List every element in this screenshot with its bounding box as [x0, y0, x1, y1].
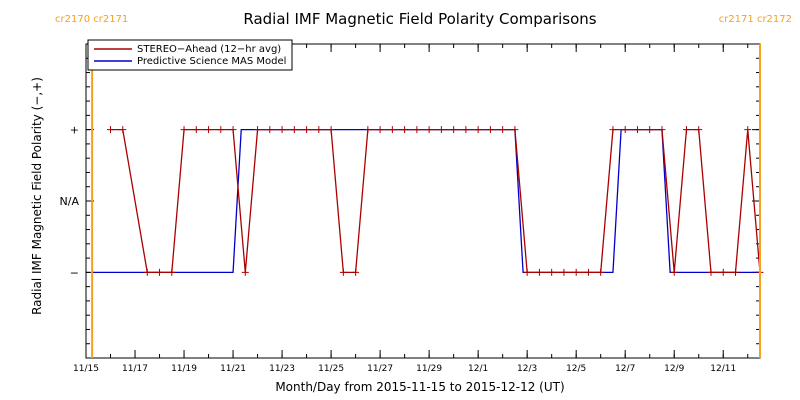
data-point-stereo — [119, 126, 127, 134]
x-tick-label: 11/19 — [171, 364, 197, 374]
data-point-stereo — [597, 268, 605, 276]
x-tick-label: 11/29 — [416, 364, 442, 374]
data-point-stereo — [670, 268, 678, 276]
data-point-stereo — [511, 126, 519, 134]
data-point-stereo — [205, 126, 213, 134]
x-axis-label: Month/Day from 2015-11-15 to 2015-12-12 … — [275, 380, 564, 394]
data-point-stereo — [437, 126, 445, 134]
x-tick-label: 12/11 — [710, 364, 736, 374]
data-point-stereo — [486, 126, 494, 134]
legend: STEREO−Ahead (12−hr avg) Predictive Scie… — [87, 39, 293, 71]
data-point-stereo — [401, 126, 409, 134]
x-tick-label: 11/27 — [367, 364, 393, 374]
data-point-stereo — [266, 126, 274, 134]
data-point-stereo — [241, 268, 249, 276]
data-point-stereo — [413, 126, 421, 134]
data-point-stereo — [474, 126, 482, 134]
data-point-stereo — [352, 268, 360, 276]
x-tick-label: 12/3 — [517, 364, 537, 374]
y-tick-label: N/A — [60, 195, 80, 208]
data-point-stereo — [450, 126, 458, 134]
data-point-stereo — [254, 126, 262, 134]
x-tick-label: 12/9 — [664, 364, 684, 374]
x-tick-label: 12/5 — [566, 364, 586, 374]
series-layer — [92, 126, 764, 276]
data-point-stereo — [535, 268, 543, 276]
carrington-label: cr2171 cr2172 — [719, 14, 792, 25]
data-point-stereo — [560, 268, 568, 276]
y-axis-ticks: + N/A − — [60, 43, 760, 359]
data-point-stereo — [621, 126, 629, 134]
data-point-stereo — [229, 126, 237, 134]
y-tick-label: − — [70, 266, 79, 279]
x-tick-label: 11/17 — [122, 364, 148, 374]
data-point-stereo — [499, 126, 507, 134]
carrington-label: cr2170 cr2171 — [55, 14, 128, 25]
data-point-stereo — [192, 126, 200, 134]
x-tick-label: 11/15 — [73, 364, 99, 374]
data-point-stereo — [744, 126, 752, 134]
legend-label-mas: Predictive Science MAS Model — [137, 56, 286, 67]
carrington-markers: cr2170 cr2171 cr2171 cr2172 — [55, 14, 792, 358]
y-tick-label: + — [70, 124, 79, 137]
x-tick-label: 12/1 — [468, 364, 488, 374]
data-point-stereo — [462, 126, 470, 134]
data-point-stereo — [584, 268, 592, 276]
data-point-stereo — [376, 126, 384, 134]
data-point-stereo — [731, 268, 739, 276]
data-point-stereo — [315, 126, 323, 134]
data-point-stereo — [290, 126, 298, 134]
data-point-stereo — [609, 126, 617, 134]
data-point-stereo — [682, 126, 690, 134]
data-point-stereo — [156, 268, 164, 276]
data-point-stereo — [107, 126, 115, 134]
data-point-stereo — [658, 126, 666, 134]
data-point-stereo — [719, 268, 727, 276]
data-point-stereo — [168, 268, 176, 276]
x-tick-label: 11/23 — [269, 364, 295, 374]
data-point-stereo — [327, 126, 335, 134]
x-tick-label: 12/7 — [615, 364, 635, 374]
chart-title: Radial IMF Magnetic Field Polarity Compa… — [243, 10, 596, 28]
data-point-stereo — [548, 268, 556, 276]
data-point-stereo — [303, 126, 311, 134]
data-point-stereo — [425, 126, 433, 134]
x-tick-label: 11/21 — [220, 364, 246, 374]
x-axis-ticks: 11/15 11/17 11/19 11/21 11/23 11/25 11/27 11/29… — [73, 44, 749, 374]
data-point-stereo — [695, 126, 703, 134]
data-point-stereo — [143, 268, 151, 276]
data-point-stereo — [633, 126, 641, 134]
y-axis-label: Radial IMF Magnetic Field Polarity (−,+) — [30, 77, 44, 315]
data-point-stereo — [217, 126, 225, 134]
data-point-stereo — [278, 126, 286, 134]
data-point-stereo — [364, 126, 372, 134]
data-point-stereo — [646, 126, 654, 134]
data-point-stereo — [572, 268, 580, 276]
data-point-stereo — [180, 126, 188, 134]
data-point-stereo — [707, 268, 715, 276]
data-point-stereo — [388, 126, 396, 134]
x-tick-label: 11/25 — [318, 364, 344, 374]
legend-label-stereo: STEREO−Ahead (12−hr avg) — [137, 44, 281, 55]
data-point-stereo — [523, 268, 531, 276]
legend-box — [87, 39, 293, 71]
data-point-stereo — [339, 268, 347, 276]
